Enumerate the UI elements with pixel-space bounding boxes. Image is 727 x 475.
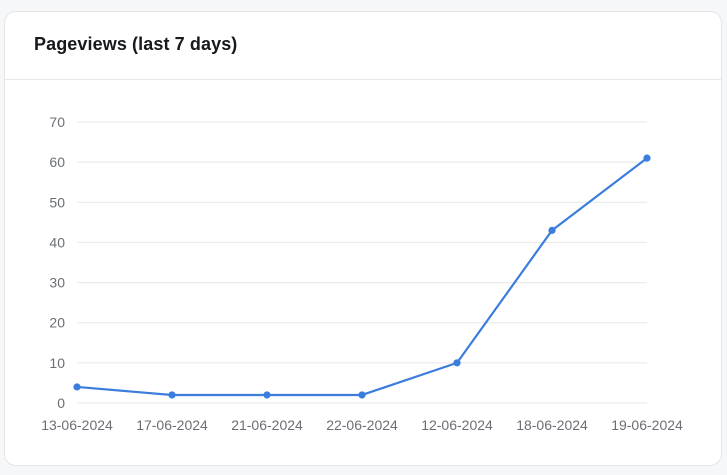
y-tick-label-50: 50 <box>49 194 65 210</box>
x-tick-label-2: 21-06-2024 <box>231 417 303 433</box>
y-tick-label-60: 60 <box>49 154 65 170</box>
x-tick-label-4: 12-06-2024 <box>421 417 493 433</box>
y-tick-label-40: 40 <box>49 234 65 250</box>
x-tick-label-5: 18-06-2024 <box>516 417 588 433</box>
y-tick-label-30: 30 <box>49 275 65 291</box>
pageviews-line-chart: 0 10 20 30 40 50 60 70 13-06-2024 17-06-2024 21-06… <box>41 114 683 433</box>
data-point-0-3 <box>358 391 366 399</box>
data-point-0-0 <box>73 383 81 391</box>
data-point-0-6 <box>643 154 651 162</box>
x-tick-label-3: 22-06-2024 <box>326 417 398 433</box>
x-tick-label-0: 13-06-2024 <box>41 417 113 433</box>
y-tick-label-20: 20 <box>49 315 65 331</box>
pageviews-card: Pageviews (last 7 days) 0 10 20 30 40 50 60 70 1… <box>4 11 722 466</box>
chart-area: 0 10 20 30 40 50 60 70 13-06-2024 17-06-2024 21-06… <box>5 80 721 465</box>
data-point-0-2 <box>263 391 271 399</box>
card-title: Pageviews (last 7 days) <box>34 34 238 54</box>
series-line-0 <box>75 157 649 397</box>
y-tick-label-10: 10 <box>49 355 65 371</box>
y-tick-label-0: 0 <box>57 395 65 411</box>
y-tick-label-70: 70 <box>49 114 65 130</box>
data-point-0-1 <box>168 391 176 399</box>
x-tick-label-6: 19-06-2024 <box>611 417 683 433</box>
data-point-0-5 <box>548 226 556 234</box>
card-header: Pageviews (last 7 days) <box>5 12 721 80</box>
data-point-0-4 <box>453 359 461 367</box>
x-tick-label-1: 17-06-2024 <box>136 417 208 433</box>
